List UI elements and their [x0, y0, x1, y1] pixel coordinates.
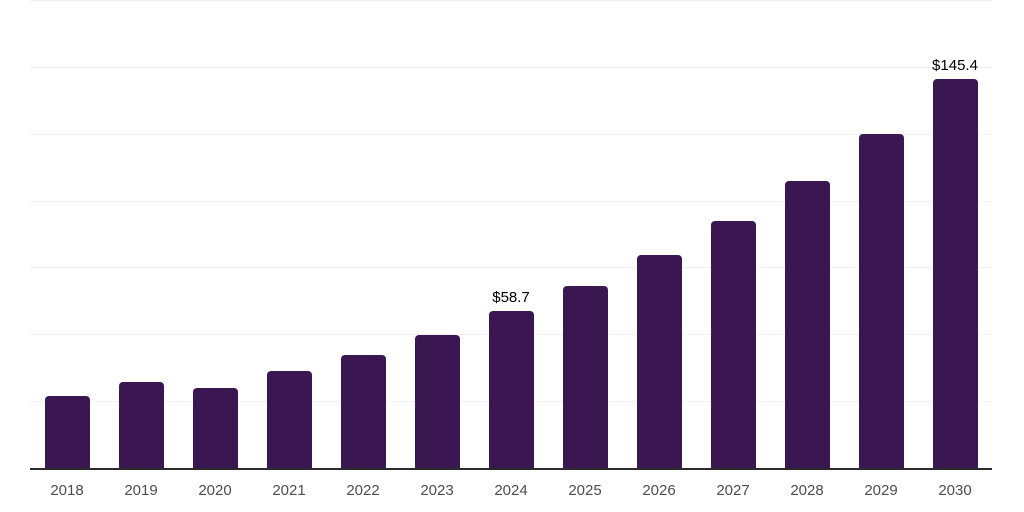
- x-axis-label: 2026: [642, 482, 676, 499]
- gridline: [30, 0, 992, 1]
- x-axis-label: 2021: [272, 482, 306, 499]
- bar-slot: [548, 2, 622, 468]
- bar: [858, 133, 904, 468]
- x-axis-label: 2025: [568, 482, 602, 499]
- bar-slot: [178, 2, 252, 468]
- x-axis-label: 2027: [716, 482, 750, 499]
- bar: $58.7: [488, 289, 534, 468]
- x-axis-label: 2019: [124, 482, 158, 499]
- bar: $145.4: [932, 57, 978, 468]
- gridline: [30, 267, 992, 269]
- bar: [44, 395, 90, 468]
- bar: [636, 254, 682, 468]
- gridline: [30, 200, 992, 202]
- bar-slot: [770, 2, 844, 468]
- bar-slot: [104, 2, 178, 468]
- bar-value-label: $58.7: [492, 289, 530, 307]
- bar: [562, 285, 608, 468]
- plot-area: $58.7 $145.4: [30, 0, 992, 470]
- bar-slot: [696, 2, 770, 468]
- bar-slot: $145.4: [918, 2, 992, 468]
- bar-slot: $58.7: [474, 2, 548, 468]
- bar: [784, 181, 830, 468]
- x-axis-label: 2022: [346, 482, 380, 499]
- bar-slot: [844, 2, 918, 468]
- x-axis-label: 2028: [790, 482, 824, 499]
- bar: [340, 354, 386, 468]
- bar: [118, 381, 164, 468]
- bar-slot: [400, 2, 474, 468]
- bar-value-label: $145.4: [932, 57, 978, 75]
- bars-row: $58.7 $145.4: [30, 2, 992, 468]
- bar-slot: [252, 2, 326, 468]
- bar: [710, 220, 756, 468]
- x-axis-label: 2020: [198, 482, 232, 499]
- bar-slot: [622, 2, 696, 468]
- x-axis-label: 2030: [938, 482, 972, 499]
- x-axis-label: 2024: [494, 482, 528, 499]
- bar-slot: [326, 2, 400, 468]
- bar: [192, 388, 238, 468]
- bar: [266, 370, 312, 468]
- gridline: [30, 66, 992, 68]
- bar-slot: [30, 2, 104, 468]
- x-axis-label: 2029: [864, 482, 898, 499]
- bar: [414, 334, 460, 468]
- x-axis: 2018 2019 2020 2021 2022 2023 2024 2025 2026 2027…: [30, 481, 992, 501]
- gridline: [30, 133, 992, 135]
- x-axis-label: 2018: [50, 482, 84, 499]
- x-axis-label: 2023: [420, 482, 454, 499]
